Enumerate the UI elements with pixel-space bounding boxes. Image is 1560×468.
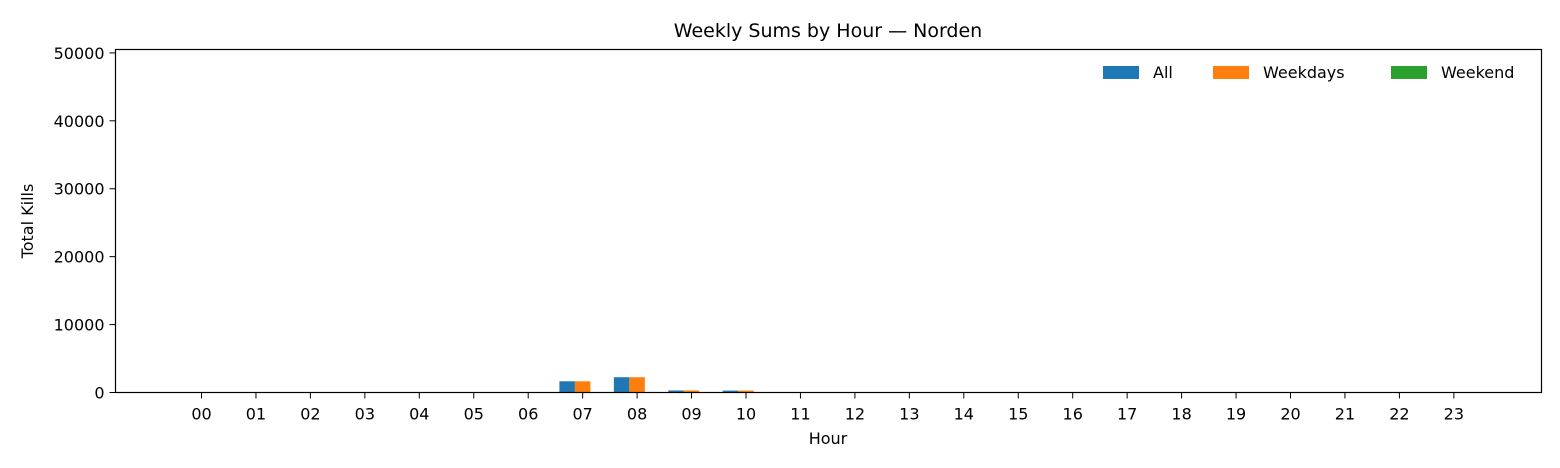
y-tick-label: 40000 [54, 112, 105, 131]
x-tick-label: 08 [627, 405, 647, 424]
legend-label-weekend: Weekend [1441, 63, 1514, 82]
y-axis-label: Total Kills [18, 184, 37, 260]
bar-all-07 [559, 381, 575, 393]
x-tick-label: 15 [1008, 405, 1028, 424]
x-tick-label: 22 [1389, 405, 1409, 424]
legend-swatch-weekdays [1213, 66, 1249, 79]
legend-swatch-all [1103, 66, 1139, 79]
bar-weekdays-10 [738, 390, 754, 393]
x-tick-label: 18 [1171, 405, 1191, 424]
x-tick-label: 05 [464, 405, 484, 424]
bar-weekdays-09 [683, 390, 700, 393]
x-tick-label: 04 [409, 405, 429, 424]
chart-legend: All Weekdays Weekend [1103, 63, 1514, 82]
plot-area-frame [114, 48, 1543, 394]
y-tick-label: 50000 [54, 44, 105, 63]
x-tick-label: 01 [246, 405, 266, 424]
x-tick-label: 03 [355, 405, 375, 424]
x-tick-label: 07 [572, 405, 592, 424]
x-tick-label: 10 [736, 405, 756, 424]
y-tick-label: 10000 [54, 316, 105, 335]
y-tick-label: 20000 [54, 248, 105, 267]
y-tick-label: 0 [94, 384, 104, 403]
bar-weekdays-07 [574, 381, 591, 393]
bar-all-08 [613, 377, 630, 393]
legend-swatch-weekend [1391, 66, 1427, 79]
x-tick-label: 02 [300, 405, 320, 424]
x-tick-label: 16 [1063, 405, 1083, 424]
bar-weekdays-08 [629, 377, 645, 393]
x-tick-label: 20 [1280, 405, 1300, 424]
x-tick-label: 19 [1226, 405, 1246, 424]
x-tick-label: 14 [954, 405, 974, 424]
chart-title: Weekly Sums by Hour — Norden [674, 20, 982, 42]
bar-all-09 [668, 390, 684, 393]
x-tick-label: 09 [681, 405, 701, 424]
x-tick-label: 00 [191, 405, 211, 424]
x-tick-label: 21 [1335, 405, 1355, 424]
y-tick-label: 30000 [54, 180, 105, 199]
y-axis-ticks: 0 10000 20000 30000 40000 50000 [54, 44, 116, 403]
x-tick-label: 06 [518, 405, 538, 424]
x-axis-ticks: 00 01 02 03 04 05 06 07 08 09 10 11 12 13 14 15 16 17 18 19… [191, 392, 1464, 424]
bar-series-group [559, 377, 754, 393]
legend-label-weekdays: Weekdays [1263, 63, 1345, 82]
bar-all-10 [722, 390, 739, 393]
x-tick-label: 12 [845, 405, 865, 424]
x-tick-label: 23 [1444, 405, 1464, 424]
x-tick-label: 11 [790, 405, 810, 424]
x-tick-label: 17 [1117, 405, 1137, 424]
x-axis-label: Hour [809, 429, 848, 448]
x-tick-label: 13 [899, 405, 919, 424]
legend-label-all: All [1153, 63, 1173, 82]
